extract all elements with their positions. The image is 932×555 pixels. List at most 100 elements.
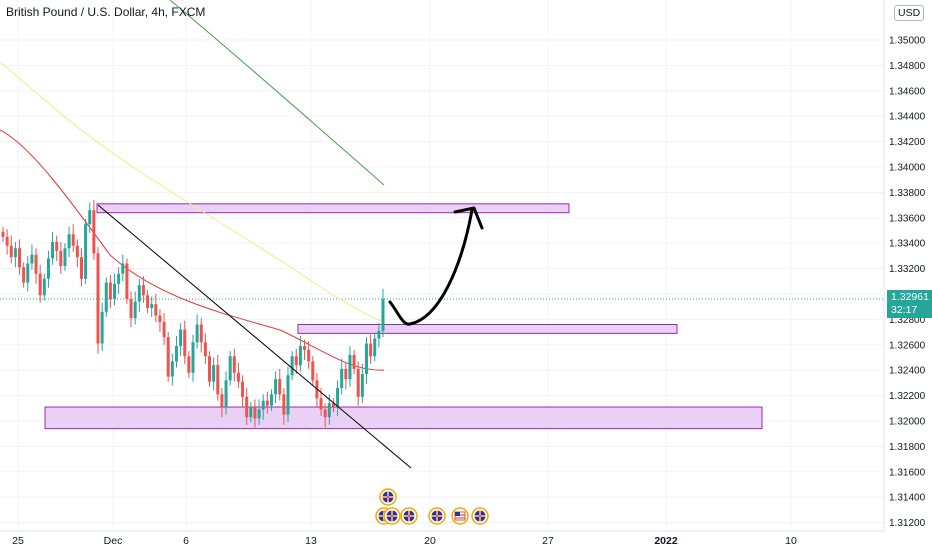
candle[interactable] xyxy=(55,235,59,261)
candle[interactable] xyxy=(356,361,360,406)
candle[interactable] xyxy=(208,351,212,387)
candle[interactable] xyxy=(228,351,232,386)
candle[interactable] xyxy=(146,290,150,314)
uk-flag-icon[interactable] xyxy=(471,507,489,525)
candle[interactable] xyxy=(67,226,71,258)
candle[interactable] xyxy=(348,346,352,387)
candle[interactable] xyxy=(5,229,9,255)
candle[interactable] xyxy=(38,264,42,303)
candle[interactable] xyxy=(282,387,286,425)
candle[interactable] xyxy=(203,333,207,364)
candle[interactable] xyxy=(253,399,257,428)
candle[interactable] xyxy=(195,314,199,349)
candle[interactable] xyxy=(113,273,117,306)
candle[interactable] xyxy=(216,354,220,401)
candle[interactable] xyxy=(290,351,294,381)
candle[interactable] xyxy=(257,399,261,425)
currency-badge[interactable]: USD xyxy=(894,5,925,21)
ma-yellow-line[interactable] xyxy=(0,61,385,323)
candle[interactable] xyxy=(129,291,133,328)
candle[interactable] xyxy=(18,239,22,275)
candle[interactable] xyxy=(9,235,13,264)
candle[interactable] xyxy=(34,248,38,284)
candle[interactable] xyxy=(224,371,228,415)
candle[interactable] xyxy=(212,357,216,391)
candle[interactable] xyxy=(137,278,141,312)
candle[interactable] xyxy=(42,273,46,301)
candle[interactable] xyxy=(364,337,368,385)
candle[interactable] xyxy=(311,356,315,386)
candle[interactable] xyxy=(286,366,290,423)
candle[interactable] xyxy=(381,288,385,338)
candle[interactable] xyxy=(158,309,162,333)
candle[interactable] xyxy=(26,255,30,292)
candle[interactable] xyxy=(352,349,356,375)
candle[interactable] xyxy=(232,348,236,382)
candle[interactable] xyxy=(84,219,88,284)
candle[interactable] xyxy=(162,313,166,345)
candle[interactable] xyxy=(331,398,335,413)
candle[interactable] xyxy=(79,248,83,287)
candle[interactable] xyxy=(373,333,377,362)
candle[interactable] xyxy=(187,351,191,378)
candle[interactable] xyxy=(245,387,249,425)
candle[interactable] xyxy=(22,262,26,288)
uk-flag-icon[interactable] xyxy=(428,507,446,525)
trendline[interactable] xyxy=(97,204,412,469)
candle[interactable] xyxy=(179,323,183,357)
candle[interactable] xyxy=(141,276,145,303)
candle[interactable] xyxy=(340,358,344,395)
candle[interactable] xyxy=(261,394,265,420)
candle[interactable] xyxy=(96,247,100,354)
candle[interactable] xyxy=(274,371,278,404)
candle[interactable] xyxy=(265,391,269,414)
uk-flag-icon[interactable] xyxy=(383,507,401,525)
candle[interactable] xyxy=(92,200,96,260)
candle[interactable] xyxy=(117,267,121,294)
candle[interactable] xyxy=(125,258,129,305)
uk-flag-icon[interactable] xyxy=(400,507,418,525)
candle[interactable] xyxy=(323,403,327,428)
candle[interactable] xyxy=(336,380,340,416)
projection-arrow[interactable] xyxy=(388,208,474,326)
candle[interactable] xyxy=(1,226,5,242)
candle[interactable] xyxy=(46,250,50,288)
candle[interactable] xyxy=(236,362,240,388)
us-flag-icon[interactable] xyxy=(451,507,469,525)
candle[interactable] xyxy=(100,302,104,352)
candle[interactable] xyxy=(278,368,282,401)
ma-green-line[interactable] xyxy=(169,0,385,186)
candle[interactable] xyxy=(307,340,311,369)
candle[interactable] xyxy=(298,335,302,372)
candle[interactable] xyxy=(75,239,79,268)
candle[interactable] xyxy=(13,241,17,268)
candle[interactable] xyxy=(220,387,224,418)
candle[interactable] xyxy=(133,291,137,325)
candle[interactable] xyxy=(191,334,195,382)
zone-rectangle[interactable] xyxy=(44,406,763,430)
candle[interactable] xyxy=(183,320,187,364)
candle[interactable] xyxy=(104,277,108,317)
zone-rectangle[interactable] xyxy=(96,203,570,214)
candle[interactable] xyxy=(59,241,63,274)
candle[interactable] xyxy=(154,294,158,322)
uk-flag-icon[interactable] xyxy=(379,488,397,506)
candle[interactable] xyxy=(88,202,92,234)
candle[interactable] xyxy=(369,334,373,364)
candle[interactable] xyxy=(30,244,34,270)
candle[interactable] xyxy=(249,401,253,423)
candle[interactable] xyxy=(199,318,203,353)
candle[interactable] xyxy=(51,231,55,265)
candle[interactable] xyxy=(166,332,170,382)
candle[interactable] xyxy=(150,296,154,317)
candle[interactable] xyxy=(63,243,67,272)
candle[interactable] xyxy=(377,323,381,348)
zone-rectangle[interactable] xyxy=(297,323,678,334)
candle[interactable] xyxy=(269,389,273,411)
candle[interactable] xyxy=(294,348,298,375)
candle[interactable] xyxy=(174,335,178,368)
candle[interactable] xyxy=(241,375,245,408)
candle[interactable] xyxy=(170,353,174,386)
